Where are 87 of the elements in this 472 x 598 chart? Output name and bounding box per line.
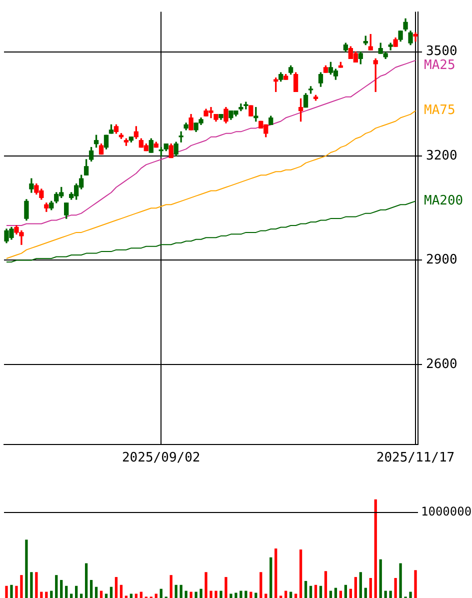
bar <box>314 584 318 598</box>
bar <box>194 592 198 598</box>
bar <box>240 590 242 598</box>
bar <box>60 580 63 598</box>
bar <box>230 594 232 598</box>
bar <box>364 588 367 598</box>
bar <box>220 590 222 598</box>
bar <box>100 590 103 598</box>
bar <box>84 563 88 598</box>
bar <box>260 572 262 598</box>
x-tick-label: 2025/09/02 <box>122 450 200 466</box>
bar <box>384 590 387 598</box>
y-tick-label: 2900 <box>426 252 458 268</box>
candlestick <box>178 131 184 142</box>
bar <box>210 590 212 598</box>
series-label: MA25 <box>424 58 456 74</box>
bar <box>70 594 73 598</box>
bar <box>200 588 202 598</box>
bar <box>399 563 402 598</box>
bar <box>294 594 298 598</box>
bar <box>319 586 322 598</box>
bar <box>134 594 138 598</box>
bar <box>25 540 28 598</box>
bar <box>224 577 228 598</box>
bar <box>264 594 268 598</box>
bar <box>329 590 332 598</box>
bar <box>20 575 23 598</box>
bar <box>114 577 118 598</box>
bar <box>244 590 248 598</box>
bar <box>30 572 33 598</box>
bar <box>359 572 362 598</box>
x-tick-label: 2025/11/17 <box>376 450 455 466</box>
bar <box>379 559 382 598</box>
bar <box>94 586 98 598</box>
bar <box>349 588 352 598</box>
bar <box>304 580 308 598</box>
bar <box>204 572 208 598</box>
bar <box>354 577 357 598</box>
bar <box>389 590 392 598</box>
bar <box>160 588 162 598</box>
bar <box>270 557 272 598</box>
bar <box>154 594 158 598</box>
bar <box>344 584 348 598</box>
bar <box>394 578 397 598</box>
bar <box>174 584 178 598</box>
bar <box>74 586 78 598</box>
bar <box>324 571 328 598</box>
bar <box>284 590 288 598</box>
bar <box>184 590 188 598</box>
bar <box>50 590 53 598</box>
bar <box>55 575 58 598</box>
bar <box>5 586 8 598</box>
bar <box>274 548 278 598</box>
bar <box>120 584 123 598</box>
bar <box>110 586 113 598</box>
bar <box>309 586 312 598</box>
bar <box>180 584 182 598</box>
series-label: MA75 <box>424 103 456 118</box>
bar <box>90 580 93 598</box>
bar <box>409 592 412 598</box>
bar <box>234 592 238 598</box>
bar <box>339 590 342 598</box>
bar <box>140 592 142 598</box>
y-tick-label: 3200 <box>426 148 458 164</box>
series-label: MA200 <box>424 194 464 209</box>
bar <box>10 584 13 598</box>
bar <box>374 499 377 598</box>
bar <box>35 572 38 598</box>
y-tick-label: 2600 <box>426 356 458 372</box>
bar <box>104 594 108 598</box>
bar <box>289 592 292 598</box>
bar <box>40 592 43 598</box>
bar <box>414 570 417 598</box>
bar <box>334 588 338 598</box>
bar <box>250 592 252 598</box>
bar <box>130 594 133 598</box>
bar <box>369 578 372 598</box>
y-tick-label: 3500 <box>426 44 458 60</box>
bar <box>299 549 302 598</box>
bar <box>45 592 48 598</box>
bar <box>80 594 83 598</box>
bar <box>214 590 218 598</box>
bar <box>65 586 68 598</box>
text: 1000000 <box>421 504 472 519</box>
bar <box>15 586 18 598</box>
bar <box>170 575 172 598</box>
bar <box>190 592 192 598</box>
